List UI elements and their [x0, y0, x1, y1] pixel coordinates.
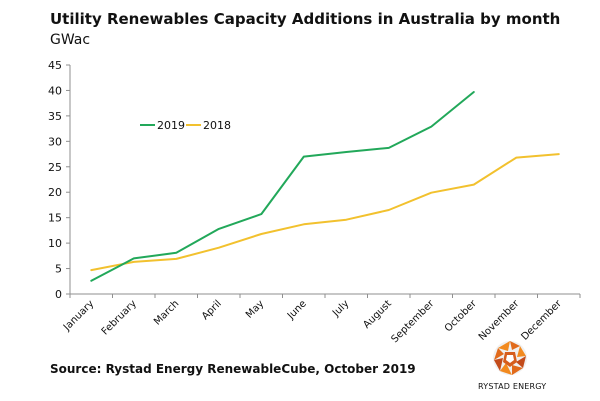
- rystad-energy-logo: [493, 341, 527, 375]
- y-tick-label: 40: [48, 84, 62, 97]
- y-tick-label: 20: [48, 186, 62, 199]
- axes: 0 5 10 15 20 25 30 35 40 45 January February March Ap…: [48, 59, 581, 345]
- x-tick-label: December: [519, 298, 564, 343]
- legend: 2019 2018: [140, 119, 231, 132]
- x-tick-label: March: [152, 298, 181, 327]
- x-tick-label: April: [200, 298, 224, 322]
- series-line-2019: [90, 91, 475, 282]
- y-tick-label: 45: [48, 59, 62, 72]
- y-tick-label: 30: [48, 135, 62, 148]
- chart-unit-label: GWac: [50, 32, 91, 48]
- x-tick-label: May: [244, 298, 266, 320]
- chart-title: Utility Renewables Capacity Additions in…: [50, 10, 561, 28]
- y-tick-label: 5: [55, 263, 62, 276]
- legend-label-2019: 2019: [157, 119, 185, 132]
- x-tick-label: January: [61, 298, 96, 333]
- x-tick-label: August: [361, 298, 394, 331]
- x-tick-label: November: [477, 298, 522, 343]
- series-line-2018: [90, 153, 560, 272]
- y-tick-label: 35: [48, 110, 62, 123]
- x-tick-label: February: [100, 298, 139, 337]
- y-tick-label: 15: [48, 212, 62, 225]
- source-note: Source: Rystad Energy RenewableCube, Oct…: [50, 362, 416, 376]
- x-tick-label: July: [330, 298, 351, 319]
- x-tick-label: September: [390, 298, 437, 345]
- y-tick-label: 0: [55, 288, 62, 301]
- y-tick-label: 25: [48, 161, 62, 174]
- y-tick-label: 10: [48, 237, 62, 250]
- x-tick-label: June: [285, 298, 309, 322]
- legend-label-2018: 2018: [203, 119, 231, 132]
- logo-label: RYSTAD ENERGY: [478, 382, 547, 391]
- x-tick-label: October: [443, 298, 480, 335]
- series-lines: [90, 91, 560, 282]
